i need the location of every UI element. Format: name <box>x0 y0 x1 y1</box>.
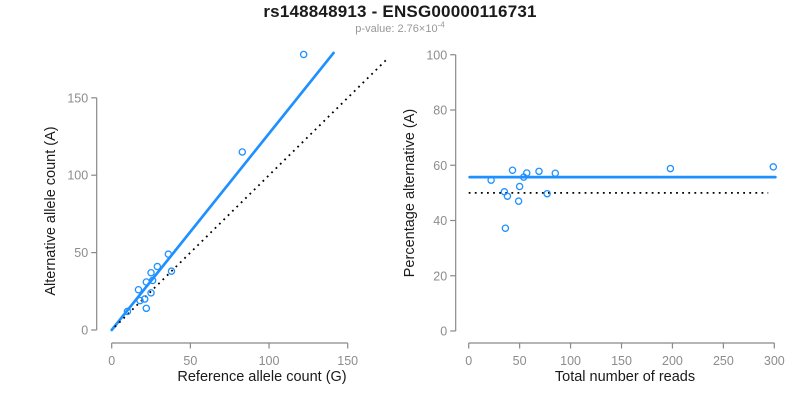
y-axis-title: Percentage alternative (A) <box>402 109 418 277</box>
y-tick-label: 20 <box>433 269 447 283</box>
x-tick-label: 300 <box>764 354 785 368</box>
data-point <box>543 189 551 198</box>
regression-fit-line <box>110 51 335 332</box>
data-point <box>500 188 509 196</box>
y-tick-label: 0 <box>81 324 88 338</box>
data-point <box>164 250 173 258</box>
data-point <box>142 304 151 313</box>
y-tick-label: 100 <box>426 48 447 62</box>
data-point <box>769 163 778 171</box>
data-point <box>134 286 143 294</box>
data-point <box>523 169 531 177</box>
x-tick-label: 250 <box>713 354 734 368</box>
data-point <box>140 295 149 303</box>
data-point <box>123 307 132 316</box>
data-point <box>136 296 144 305</box>
data-point <box>153 262 162 271</box>
data-point <box>515 182 524 191</box>
data-point <box>535 167 543 176</box>
data-point <box>487 176 495 184</box>
data-point <box>299 50 308 59</box>
y-tick-label: 60 <box>433 159 447 173</box>
x-axis-title: Reference allele count (G) <box>177 369 346 385</box>
x-tick-label: 50 <box>183 354 197 368</box>
p-value-exponent: -4 <box>437 20 445 30</box>
y-tick-label: 150 <box>67 91 88 105</box>
x-tick-label: 150 <box>337 354 358 368</box>
p-value-subtitle: p-value: 2.76×10-4 <box>0 20 800 35</box>
data-point <box>501 224 510 232</box>
data-point <box>167 267 176 275</box>
x-tick-label: 150 <box>611 354 632 368</box>
data-point <box>508 166 517 174</box>
data-point <box>148 276 157 285</box>
x-tick-label: 50 <box>513 354 527 368</box>
data-point <box>503 192 512 200</box>
page-title: rs148848913 - ENSG00000116731 <box>263 2 537 21</box>
data-point <box>514 197 523 205</box>
data-point <box>666 164 675 173</box>
p-value-text: p-value: 2.76×10 <box>355 23 438 35</box>
x-tick-label: 200 <box>662 354 683 368</box>
y-tick-label: 80 <box>433 104 447 118</box>
y-tick-label: 50 <box>74 246 88 260</box>
y-tick-label: 100 <box>67 169 88 183</box>
x-axis-title: Total number of reads <box>555 369 695 385</box>
y-tick-label: 0 <box>440 325 447 339</box>
data-point <box>238 148 247 156</box>
y-tick-label: 40 <box>433 214 447 228</box>
y-axis-title: Alternative allele count (A) <box>43 126 59 295</box>
data-point <box>147 268 155 277</box>
x-tick-label: 0 <box>108 354 115 368</box>
data-point <box>551 169 560 178</box>
x-tick-label: 100 <box>259 354 280 368</box>
identity-diagonal-line <box>114 56 390 328</box>
x-tick-label: 100 <box>560 354 581 368</box>
x-tick-label: 0 <box>465 354 472 368</box>
data-point <box>147 289 155 297</box>
